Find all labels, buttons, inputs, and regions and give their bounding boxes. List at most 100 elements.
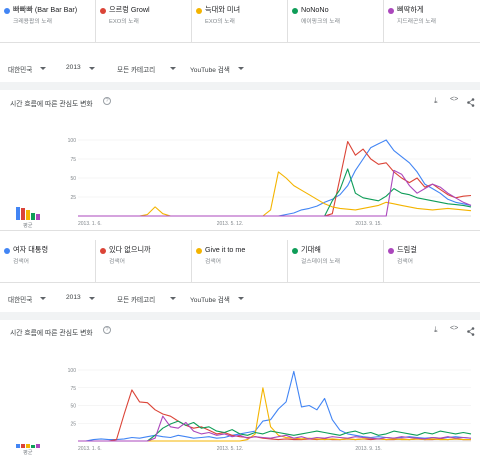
chevron-down-icon[interactable]	[40, 67, 46, 70]
series-color-dot	[196, 248, 202, 254]
series-color-dot	[196, 8, 202, 14]
term-title: 으르렁 Growl	[109, 5, 150, 14]
download-icon[interactable]: ⤓	[434, 96, 438, 105]
series-color-dot	[4, 8, 10, 14]
term-subtitle: 검색어	[205, 259, 221, 265]
term-subtitle: 걸스데이의 노래	[301, 259, 340, 265]
x-tick-label: 2013. 9. 15.	[355, 446, 381, 452]
search-terms-row-2: 여자 대통령 검색어 있다 없으니까 검색어 Give it to me 검색어…	[0, 240, 480, 282]
chevron-down-icon[interactable]	[89, 67, 95, 70]
share-icon[interactable]	[467, 98, 475, 107]
term-card-3[interactable]: 늑대와 미녀 EXO의 노래	[192, 0, 288, 42]
year-filter[interactable]: 2013	[66, 294, 81, 301]
average-bar	[31, 445, 35, 448]
chevron-down-icon[interactable]	[238, 297, 244, 300]
average-bars	[16, 420, 52, 448]
year-filter[interactable]: 2013	[66, 64, 81, 71]
property-filter[interactable]: YouTube 검색	[190, 297, 230, 304]
filter-row-1: 대한민국 2013 모든 카테고리 YouTube 검색	[0, 56, 480, 82]
average-label: 평균	[23, 450, 33, 455]
x-tick-label: 2013. 1. 6.	[78, 446, 102, 452]
x-tick-label: 2013. 5. 12.	[217, 221, 243, 227]
interest-over-time-card-2: 시간 흐름에 따른 관심도 변화 ? ⤓ <> 평균 25 50 75 100 2013…	[3, 320, 477, 455]
average-bar	[31, 213, 35, 220]
line-chart-1: 25 50 75 100 2013. 1. 6. 2013. 5. 12. 2013. 9.…	[68, 138, 472, 227]
series-line[interactable]	[78, 415, 472, 442]
divider	[0, 42, 480, 43]
y-tick-label: 25	[70, 195, 76, 201]
series-color-dot	[4, 248, 10, 254]
property-filter[interactable]: YouTube 검색	[190, 67, 230, 74]
term-title: 있다 없으니까	[109, 245, 151, 254]
chevron-down-icon[interactable]	[238, 67, 244, 70]
series-line[interactable]	[78, 140, 472, 217]
chevron-down-icon[interactable]	[89, 297, 95, 300]
term-subtitle: EXO의 노래	[109, 19, 139, 25]
average-bar	[36, 444, 40, 448]
section-gap	[0, 82, 480, 90]
term-card-4[interactable]: NoNoNo 에이핑크의 노래	[288, 0, 384, 42]
y-tick-label: 75	[70, 157, 76, 163]
search-terms-row-1: 빠빠빠 (Bar Bar Bar) 크레용팝의 노래 으르렁 Growl EXO…	[0, 0, 480, 42]
term-title: 삐딱하게	[397, 5, 424, 14]
region-filter[interactable]: 대한민국	[8, 297, 33, 304]
term-card-1[interactable]: 여자 대통령 검색어	[0, 240, 96, 282]
y-tick-label: 75	[70, 386, 76, 392]
section-gap	[0, 312, 480, 320]
term-subtitle: 지드래곤의 노래	[397, 19, 436, 25]
series-line[interactable]	[78, 169, 472, 217]
term-title: 기대해	[301, 245, 321, 254]
term-card-5[interactable]: 삐딱하게 지드래곤의 노래	[384, 0, 480, 42]
category-filter[interactable]: 모든 카테고리	[117, 297, 156, 304]
term-subtitle: 검색어	[109, 259, 125, 265]
chevron-down-icon[interactable]	[40, 297, 46, 300]
series-line[interactable]	[78, 171, 472, 217]
term-card-3[interactable]: Give it to me 검색어	[192, 240, 288, 282]
term-title: 늑대와 미녀	[205, 5, 241, 14]
category-filter[interactable]: 모든 카테고리	[117, 67, 156, 74]
average-bar	[26, 444, 30, 448]
term-subtitle: 검색어	[13, 259, 29, 265]
term-card-2[interactable]: 으르렁 Growl EXO의 노래	[96, 0, 192, 42]
term-card-1[interactable]: 빠빠빠 (Bar Bar Bar) 크레용팝의 노래	[0, 0, 96, 42]
share-icon[interactable]	[467, 327, 475, 336]
average-bar	[16, 207, 20, 220]
term-title: 빠빠빠 (Bar Bar Bar)	[13, 5, 78, 14]
term-card-5[interactable]: 드림걸 검색어	[384, 240, 480, 282]
term-title: NoNoNo	[301, 5, 329, 14]
chevron-down-icon[interactable]	[170, 297, 176, 300]
card-title: 시간 흐름에 따른 관심도 변화	[10, 101, 93, 108]
average-bar	[21, 444, 25, 448]
interest-over-time-card-1: 시간 흐름에 따른 관심도 변화 ? ⤓ <> 평균 25 50 75 100 2013…	[3, 90, 477, 230]
series-color-dot	[388, 248, 394, 254]
x-tick-label: 2013. 5. 12.	[217, 446, 243, 452]
embed-icon[interactable]: <>	[450, 96, 459, 103]
help-icon[interactable]: ?	[103, 97, 111, 105]
x-tick-label: 2013. 9. 15.	[355, 221, 381, 227]
chevron-down-icon[interactable]	[170, 67, 176, 70]
divider	[0, 282, 480, 283]
series-color-dot	[100, 8, 106, 14]
average-bar	[36, 214, 40, 220]
average-label: 평균	[23, 223, 33, 229]
card-title: 시간 흐름에 따른 관심도 변화	[10, 330, 93, 337]
average-bar	[16, 444, 20, 448]
term-subtitle: 크레용팝의 노래	[13, 19, 52, 25]
embed-icon[interactable]: <>	[450, 325, 459, 332]
y-tick-label: 50	[70, 404, 76, 410]
y-tick-label: 100	[68, 138, 77, 144]
y-tick-label: 50	[70, 176, 76, 182]
divider	[0, 230, 480, 231]
term-title: 드림걸	[397, 245, 417, 254]
term-card-2[interactable]: 있다 없으니까 검색어	[96, 240, 192, 282]
download-icon[interactable]: ⤓	[434, 325, 438, 334]
region-filter[interactable]: 대한민국	[8, 67, 33, 74]
term-card-4[interactable]: 기대해 걸스데이의 노래	[288, 240, 384, 282]
series-color-dot	[292, 8, 298, 14]
term-title: 여자 대통령	[13, 245, 49, 254]
term-subtitle: 검색어	[397, 259, 413, 265]
average-bar	[21, 208, 25, 220]
series-line[interactable]	[78, 389, 471, 442]
y-tick-label: 25	[70, 421, 76, 427]
help-icon[interactable]: ?	[103, 326, 111, 334]
